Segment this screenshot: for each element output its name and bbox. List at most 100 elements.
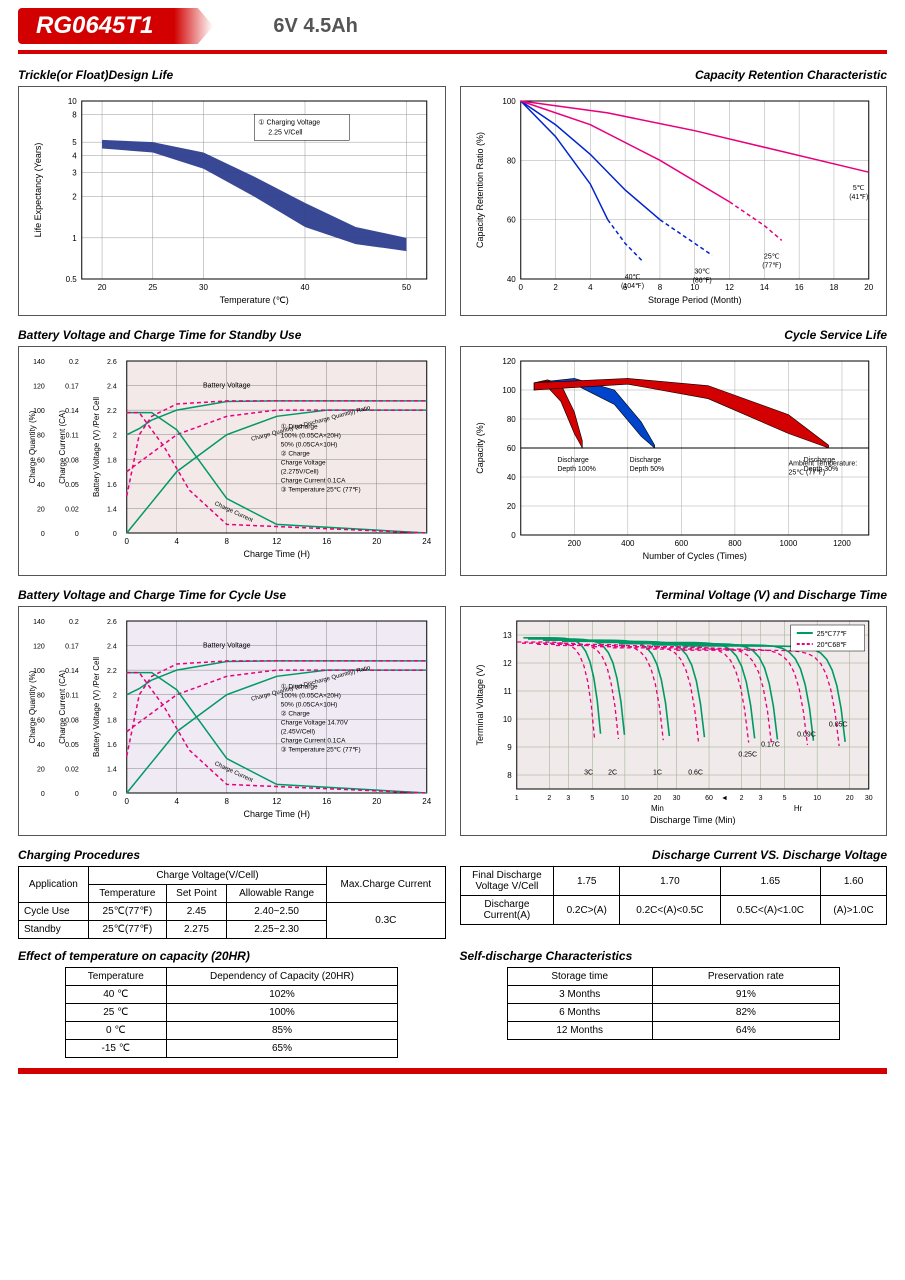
svg-text:0.08: 0.08: [65, 457, 79, 464]
chart-standby-block: Battery Voltage and Charge Time for Stan…: [18, 328, 446, 576]
svg-text:0: 0: [113, 531, 117, 538]
svg-text:2.6: 2.6: [107, 359, 117, 366]
chart-trickle-title: Trickle(or Float)Design Life: [18, 68, 446, 82]
svg-text:4: 4: [175, 797, 180, 806]
svg-text:16: 16: [322, 537, 331, 546]
svg-text:20: 20: [37, 766, 45, 773]
svg-text:2: 2: [72, 193, 77, 202]
svg-text:100: 100: [502, 97, 516, 106]
svg-text:12: 12: [725, 283, 734, 292]
svg-text:Capacity (%): Capacity (%): [474, 422, 484, 474]
svg-text:Temperature (℃): Temperature (℃): [220, 295, 289, 305]
svg-text:800: 800: [728, 539, 742, 548]
table-row: 12 Months64%: [507, 1022, 839, 1040]
svg-text:40: 40: [301, 283, 310, 292]
svg-text:(2.45V/Cell): (2.45V/Cell): [281, 729, 315, 736]
svg-text:3: 3: [72, 169, 77, 178]
th-temp: Temperature: [88, 885, 166, 903]
table-row: Cycle Use 25℃(77℉) 2.45 2.40~2.50 0.3C: [19, 903, 446, 921]
header-red-bar: [18, 50, 887, 54]
svg-text:2.2: 2.2: [107, 408, 117, 415]
svg-text:Charge Time (H): Charge Time (H): [243, 549, 310, 559]
svg-text:0: 0: [518, 283, 523, 292]
svg-text:0: 0: [75, 791, 79, 798]
table-discharge: Final Discharge Voltage V/Cell 1.75 1.70…: [460, 866, 888, 925]
svg-text:1C: 1C: [653, 770, 662, 777]
svg-text:Ambient Temperature:: Ambient Temperature:: [788, 460, 857, 467]
svg-text:Hr: Hr: [793, 804, 802, 813]
table-temp-block: Effect of temperature on capacity (20HR)…: [18, 949, 446, 1058]
svg-text:5: 5: [72, 138, 77, 147]
svg-text:1200: 1200: [833, 539, 851, 548]
svg-text:120: 120: [33, 384, 45, 391]
chart-standby-box: 0481216202402040608010012014000.020.050.…: [18, 346, 446, 576]
svg-text:(41℉): (41℉): [849, 194, 868, 201]
svg-text:1.6: 1.6: [107, 482, 117, 489]
chart-standby-title: Battery Voltage and Charge Time for Stan…: [18, 328, 446, 342]
table-row: 6 Months82%: [507, 1004, 839, 1022]
svg-text:0.02: 0.02: [65, 766, 79, 773]
svg-text:5℃: 5℃: [852, 185, 864, 192]
svg-text:0: 0: [41, 531, 45, 538]
svg-text:0.02: 0.02: [65, 506, 79, 513]
svg-text:(86℉): (86℉): [692, 277, 711, 284]
svg-text:0.11: 0.11: [66, 693, 79, 700]
th-cv: Charge Voltage(V/Cell): [88, 867, 326, 885]
svg-text:25℃77℉: 25℃77℉: [816, 631, 846, 638]
svg-text:25℃: 25℃: [763, 253, 779, 260]
svg-text:120: 120: [502, 357, 516, 366]
svg-text:8: 8: [72, 110, 77, 119]
svg-text:0.17C: 0.17C: [761, 742, 780, 749]
svg-text:1.6: 1.6: [107, 742, 117, 749]
svg-text:2.4: 2.4: [107, 384, 117, 391]
svg-text:20: 20: [372, 797, 381, 806]
svg-text:20: 20: [506, 502, 515, 511]
table-charging-title: Charging Procedures: [18, 848, 446, 862]
svg-text:200: 200: [567, 539, 581, 548]
table-self-block: Self-discharge Characteristics Storage t…: [460, 949, 888, 1058]
chart-cycleuse-title: Battery Voltage and Charge Time for Cycl…: [18, 588, 446, 602]
svg-text:Life Expectancy (Years): Life Expectancy (Years): [33, 143, 43, 238]
svg-text:24: 24: [422, 537, 431, 546]
svg-text:2.2: 2.2: [107, 668, 117, 675]
model-badge: RG0645T1: [18, 8, 213, 44]
svg-text:Depth 50%: Depth 50%: [629, 466, 664, 473]
svg-text:2C: 2C: [608, 770, 617, 777]
chart-cyclelife-block: Cycle Service Life 020406080100120200400…: [460, 328, 888, 576]
svg-text:(104℉): (104℉): [621, 283, 644, 290]
svg-text:① Charging Voltage: ① Charging Voltage: [258, 118, 320, 126]
table-self-title: Self-discharge Characteristics: [460, 949, 888, 963]
svg-text:3: 3: [758, 795, 762, 802]
table-row: 3 Months91%: [507, 986, 839, 1004]
svg-text:24: 24: [422, 797, 431, 806]
svg-text:40: 40: [506, 275, 515, 284]
table-temp: Temperature Dependency of Capacity (20HR…: [65, 967, 398, 1058]
svg-text:0.05C: 0.05C: [828, 722, 847, 729]
svg-text:40℃: 40℃: [624, 274, 640, 281]
svg-text:1: 1: [514, 795, 518, 802]
svg-text:20: 20: [653, 795, 661, 802]
svg-text:30: 30: [864, 795, 872, 802]
svg-text:50: 50: [402, 283, 411, 292]
svg-text:Charge Voltage: Charge Voltage: [281, 460, 326, 467]
svg-text:1.4: 1.4: [107, 506, 117, 513]
svg-text:8: 8: [657, 283, 662, 292]
svg-text:2: 2: [113, 693, 117, 700]
svg-text:(2.275V/Cell): (2.275V/Cell): [281, 469, 319, 476]
svg-text:2.25 V/Cell: 2.25 V/Cell: [268, 129, 303, 136]
svg-text:(77℉): (77℉): [762, 262, 781, 269]
svg-text:2: 2: [547, 795, 551, 802]
svg-text:140: 140: [33, 359, 45, 366]
svg-text:2: 2: [553, 283, 558, 292]
th-ar: Allowable Range: [227, 885, 327, 903]
svg-text:② Charge: ② Charge: [281, 450, 310, 458]
svg-text:50% (0.05CA×10H): 50% (0.05CA×10H): [281, 702, 338, 709]
svg-text:0: 0: [511, 531, 516, 540]
svg-text:600: 600: [674, 539, 688, 548]
svg-text:11: 11: [503, 687, 512, 696]
svg-text:4: 4: [588, 283, 593, 292]
svg-text:0: 0: [125, 537, 130, 546]
chart-trickle-box: 0.5123458102025304050① Charging Voltage2…: [18, 86, 446, 316]
svg-text:25℃ (77℉): 25℃ (77℉): [788, 469, 825, 476]
svg-text:Min: Min: [650, 804, 663, 813]
